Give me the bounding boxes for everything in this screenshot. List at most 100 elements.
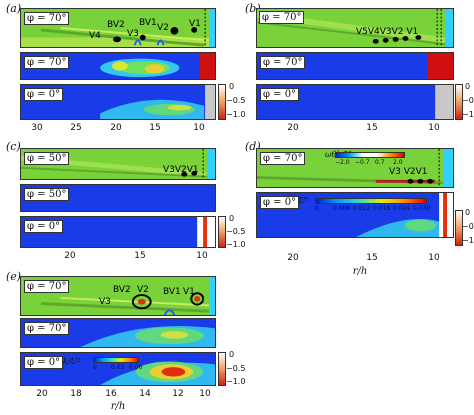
panel-c-row3-angle: φ = 0° — [24, 220, 64, 233]
panel-c-x-tick: 10 — [196, 251, 208, 261]
panel-d-tke-legend-bar — [315, 198, 427, 204]
panel-b-colorbar-tick: −0.5 — [462, 96, 474, 105]
panel-b-tke-plane-strip: φ = 0° — [256, 84, 454, 120]
panel-d-colorbar-tick: −0.5 — [462, 222, 474, 231]
panel-e-row3-angle: φ = 0° — [24, 356, 64, 369]
panel-a-colorbar-tick: −1.0 — [226, 110, 246, 119]
panel-d-tke-legend-tick: 0.018 — [373, 205, 391, 212]
panel-a-row1-angle: φ = 70° — [24, 12, 70, 25]
panel-a-tke-plane-strip: φ = 0° — [20, 84, 216, 120]
panel-a-vortex-label: V1 — [189, 19, 201, 29]
panel-e-vortex-label: V3 — [99, 297, 111, 307]
panel-e-colorbar-tick: 0 — [229, 350, 235, 359]
panel-e-x-axis-label: r/h — [110, 401, 126, 412]
panel-c-colorbar-tick: −0.5 — [226, 227, 246, 236]
panel-e-colorbar-tick: −0.5 — [226, 364, 246, 373]
panel-d-tke-legend-tick: 0.024 — [393, 205, 411, 212]
panel-b-tke-strip: φ = 70° — [256, 52, 454, 80]
panel-a-row2-angle: φ = 70° — [24, 56, 70, 69]
panel-a-vortex-label: V4 — [89, 31, 101, 41]
panel-a-x-tick: 25 — [70, 123, 82, 133]
panel-c-row1-angle: φ = 50° — [24, 152, 70, 165]
panel-d-tke-legend-tick: 0.012 — [353, 205, 371, 212]
panel-e-x-tick: 12 — [172, 389, 184, 399]
panel-a-x-tick: 15 — [149, 123, 161, 133]
panel-a-tke-strip: φ = 70° — [20, 52, 216, 80]
panel-e-x-tick: 14 — [139, 389, 151, 399]
panel-e-x-tick: 20 — [36, 389, 48, 399]
panel-c-vortex-labels: V3V2V1 — [163, 165, 199, 175]
panel-b-row2-angle: φ = 70° — [260, 56, 306, 69]
panel-b-x-tick: 10 — [428, 123, 440, 133]
panel-c-vorticity-strip: φ = 50° V3V2V1 — [20, 148, 216, 180]
panel-d-tke-legend-title: k/U² — [291, 196, 309, 205]
panel-a-colorbar-tick: 0 — [229, 82, 235, 91]
panel-e-x-tick: 16 — [105, 389, 117, 399]
panel-d-vorticity-legend-tick: −0.7 — [355, 159, 370, 166]
panel-a-colorbar — [218, 84, 226, 120]
panel-c-colorbar-tick: −1.0 — [226, 240, 246, 249]
panel-d-tke-legend-tick: 0.030 — [413, 205, 431, 212]
panel-d-row2-angle: φ = 0° — [260, 196, 300, 209]
panel-e-tke-legend-bar — [93, 357, 139, 363]
panel-b-row1-angle: φ = 70° — [259, 11, 305, 24]
panel-e-label: (e) — [6, 270, 22, 283]
panel-e-x-tick: 10 — [199, 389, 211, 399]
panel-e-tke-legend-tick: 0.03 — [111, 364, 125, 371]
panel-c-row2-angle: φ = 50° — [24, 188, 70, 201]
panel-a-x-tick: 30 — [31, 123, 43, 133]
panel-d-x-tick: 20 — [287, 253, 299, 263]
panel-d-colorbar — [455, 210, 463, 246]
panel-d-vorticity-legend-tick: 2.0 — [393, 159, 403, 166]
panel-c-tke-strip: φ = 50° — [20, 184, 216, 212]
panel-a-x-tick: 10 — [193, 123, 205, 133]
panel-a-vortex-label: V2 — [157, 23, 169, 33]
panel-b-x-tick: 20 — [287, 123, 299, 133]
panel-c-x-tick: 20 — [64, 251, 76, 261]
panel-e-tke-plane-strip: φ = 0° k/U² 0 0.03 0.06 — [20, 352, 216, 386]
panel-d-colorbar-tick: 0 — [465, 208, 471, 217]
panel-e-vortex-label: V2 — [137, 285, 149, 295]
panel-d-colorbar-tick: −1.0 — [462, 236, 474, 245]
panel-d-vortex-labels: V3 V2V1 — [389, 167, 428, 177]
panel-a-vorticity-strip: φ = 70° V4 BV2 V3 BV1 V2 V1 — [20, 8, 216, 48]
panel-a-label: (a) — [6, 2, 22, 15]
panel-e-colorbar — [218, 352, 226, 386]
panel-a-x-tick: 20 — [110, 123, 122, 133]
panel-b-vortex-labels: V5V4V3V2 V1 — [356, 27, 419, 37]
panel-d-x-tick: 10 — [428, 253, 440, 263]
panel-e-tke-legend-tick: 0.06 — [129, 364, 143, 371]
panel-e-x-tick: 18 — [70, 389, 82, 399]
panel-d-x-axis-label: r/h — [352, 266, 368, 277]
panel-c-x-tick: 15 — [134, 251, 146, 261]
panel-d-x-tick: 15 — [366, 253, 378, 263]
panel-e-vorticity-strip: φ = 70° BV2 V2 BV1 V1 V3 — [20, 276, 216, 316]
panel-d-tke-legend-tick: 0 — [315, 205, 319, 212]
panel-d-vorticity-legend-bar — [335, 152, 405, 158]
panel-e-tke-legend-title: k/U² — [63, 357, 81, 366]
panel-a-vorticity-field — [21, 9, 215, 47]
panel-c-colorbar-tick: 0 — [229, 214, 235, 223]
panel-d-tke-plane-strip: φ = 0° k/U² 0 0.006 0.012 0.018 0.024 0.… — [256, 192, 454, 238]
panel-d-vorticity-field — [257, 149, 453, 187]
panel-d-tke-legend-tick: 0.006 — [333, 205, 351, 212]
panel-a-row3-angle: φ = 0° — [24, 88, 64, 101]
panel-e-vortex-label: V1 — [183, 287, 195, 297]
panel-e-vortex-label: BV1 — [163, 287, 181, 297]
panel-e-colorbar-tick: −1.0 — [226, 377, 246, 386]
panel-a-vortex-label: V3 — [127, 29, 139, 39]
panel-a-colorbar-tick: −0.5 — [226, 96, 246, 105]
panel-e-tke-legend-tick: 0 — [93, 364, 97, 371]
panel-c-colorbar — [218, 216, 226, 248]
panel-d-row1-angle: φ = 70° — [260, 152, 306, 165]
panel-d-vorticity-legend-tick: −2.0 — [335, 159, 350, 166]
panel-b-colorbar-tick: −1.0 — [462, 110, 474, 119]
panel-a-vortex-label: BV2 — [107, 20, 125, 30]
panel-d-vorticity-legend-tick: 0.7 — [375, 159, 385, 166]
panel-c-tke-plane-strip: φ = 0° — [20, 216, 216, 248]
panel-b-colorbar — [455, 84, 463, 120]
panel-e-row1-angle: φ = 70° — [24, 280, 70, 293]
panel-e-vortex-label: BV2 — [113, 285, 131, 295]
panel-e-tke-strip: φ = 70° — [20, 318, 216, 348]
panel-b-colorbar-tick: 0 — [465, 82, 471, 91]
